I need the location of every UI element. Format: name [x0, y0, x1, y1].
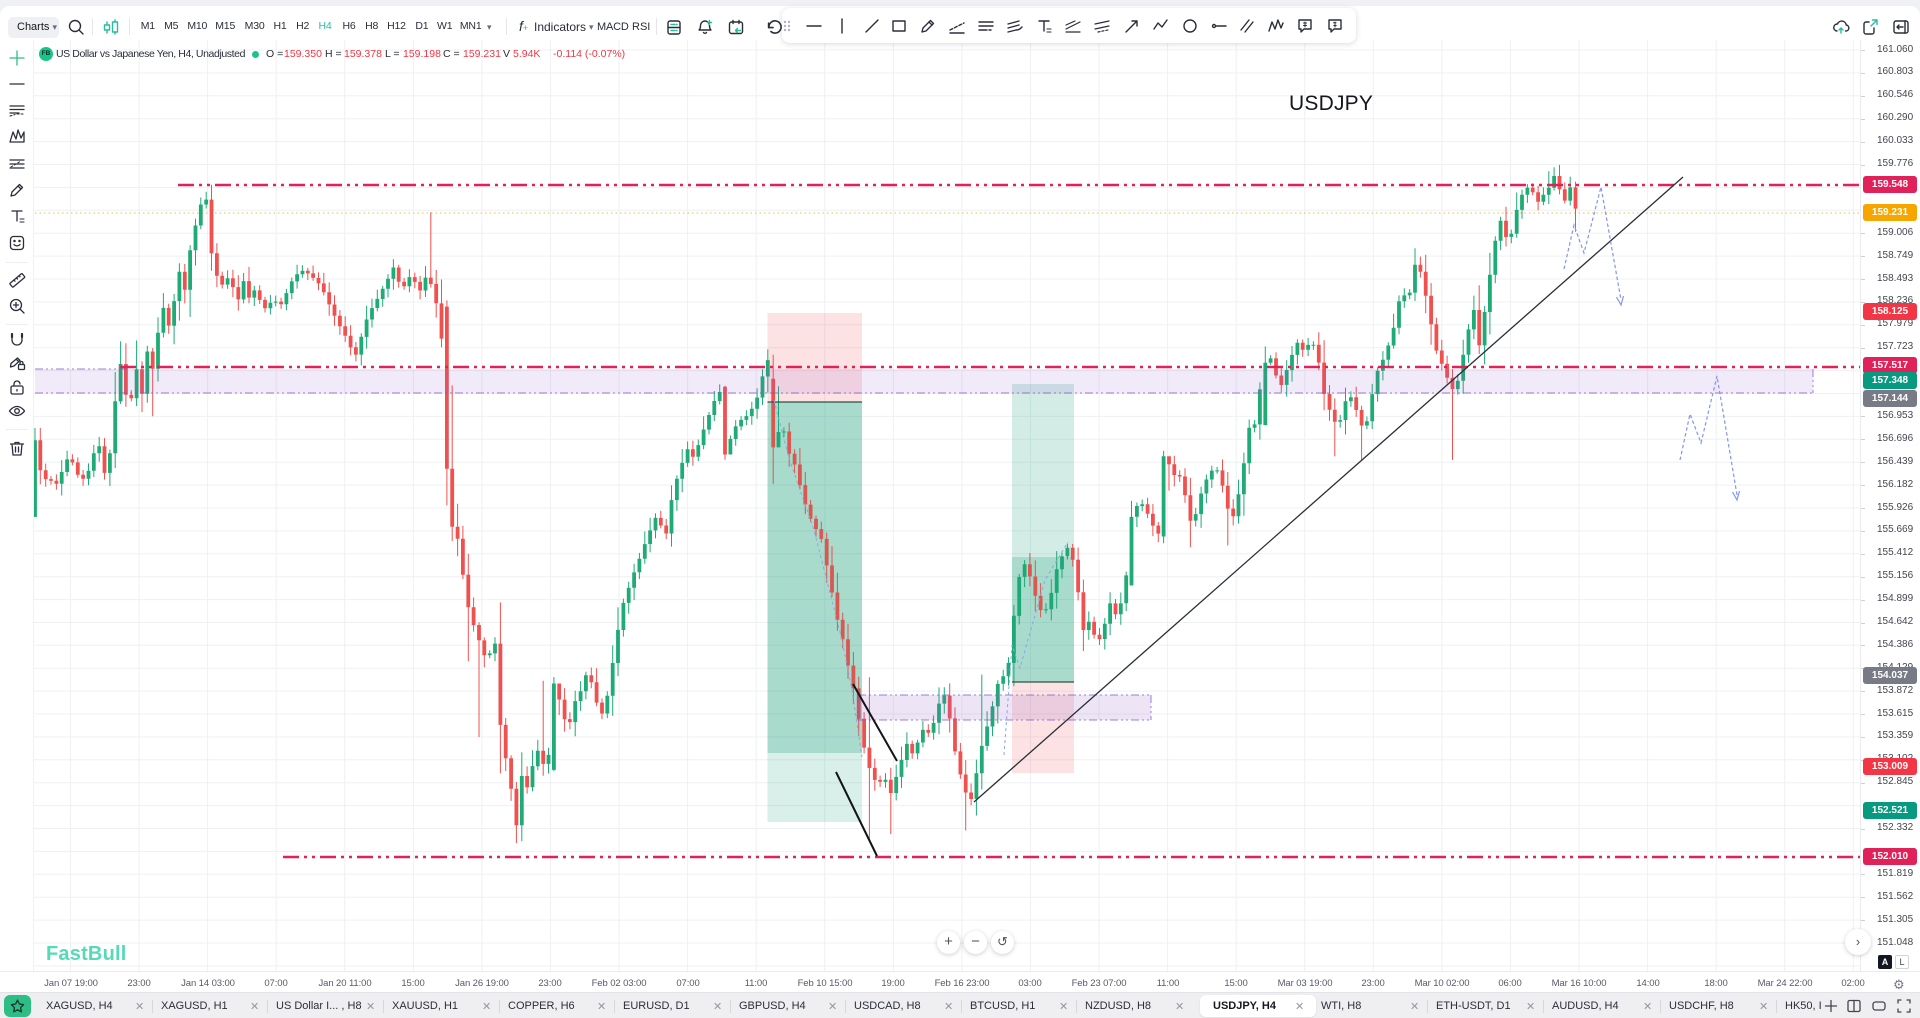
svg-text:USDJPY: USDJPY [1289, 92, 1373, 115]
svg-text:FastBull: FastBull [46, 943, 127, 965]
